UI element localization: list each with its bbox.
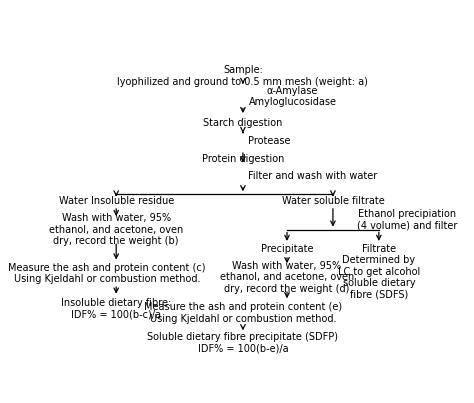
Text: Wash with water, 95%
ethanol, and acetone, oven
dry, record the weight (d): Wash with water, 95% ethanol, and aceton… [220,261,354,294]
Text: Filtrate: Filtrate [362,245,396,254]
Text: α-Amylase
Amyloglucosidase: α-Amylase Amyloglucosidase [248,86,337,107]
Text: Measure the ash and protein content (c)
Using Kjeldahl or combustion method.: Measure the ash and protein content (c) … [8,262,206,284]
Text: Soluble dietary fibre precipitate (SDFP)
IDF% = 100(b-e)/a: Soluble dietary fibre precipitate (SDFP)… [147,332,338,353]
Text: Precipitate: Precipitate [261,245,313,254]
Text: Protease: Protease [248,137,291,146]
Text: Sample:
lyophilized and ground to 0.5 mm mesh (weight: a): Sample: lyophilized and ground to 0.5 mm… [118,65,368,87]
Text: Ethanol precipiation
(4 volume) and filter: Ethanol precipiation (4 volume) and filt… [357,209,457,231]
Text: Determined by
LC to get alcohol
soluble dietary
fibre (SDFS): Determined by LC to get alcohol soluble … [337,255,420,300]
Text: Water Insoluble residue: Water Insoluble residue [59,196,174,206]
Text: Filter and wash with water: Filter and wash with water [248,171,378,181]
Text: Starch digestion: Starch digestion [203,118,283,128]
Text: Protein digestion: Protein digestion [202,154,284,164]
Text: Measure the ash and protein content (e)
Using Kjeldahl or combustion method.: Measure the ash and protein content (e) … [144,302,342,324]
Text: Insoluble dietary fibre:
IDF% = 100(b-c)/a: Insoluble dietary fibre: IDF% = 100(b-c)… [61,297,171,319]
Text: Wash with water, 95%
ethanol, and acetone, oven
dry, record the weight (b): Wash with water, 95% ethanol, and aceton… [49,213,183,247]
Text: Water soluble filtrate: Water soluble filtrate [282,196,384,206]
